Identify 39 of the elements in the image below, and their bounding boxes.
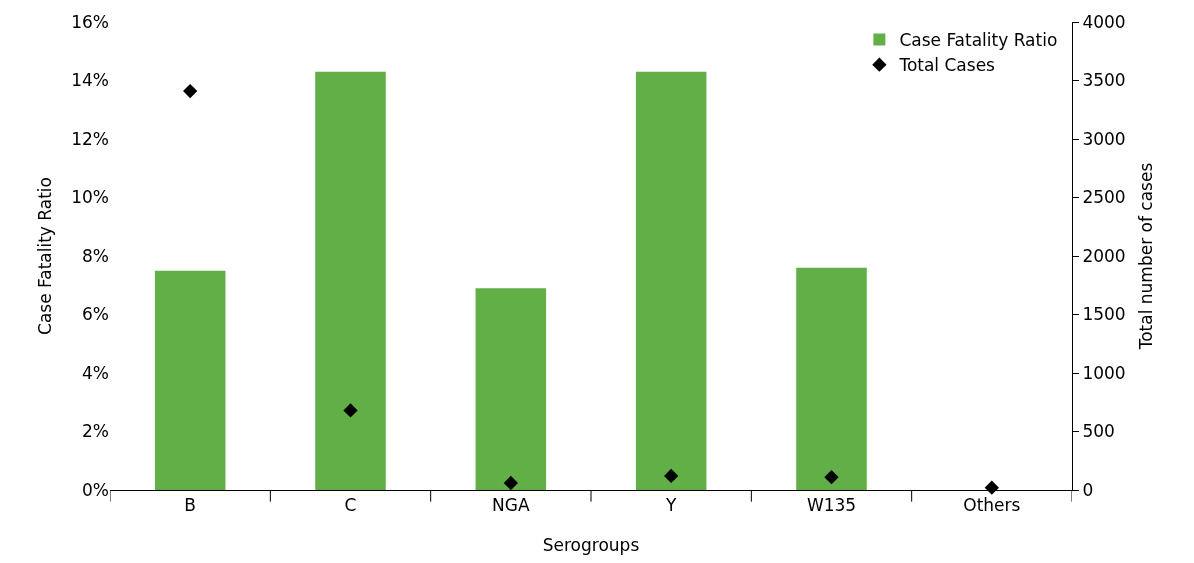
bar [796,267,867,490]
y-tick-label: 16% [71,11,109,32]
y2-axis-title: Total number of cases [1136,162,1157,351]
y2-tick-label: 3500 [1082,70,1126,91]
y-axis-title: Case Fatality Ratio [34,177,55,335]
point [343,403,358,418]
y2-tick-label: 3000 [1082,128,1126,149]
point [824,469,839,485]
y-tick-label: 12% [71,128,109,149]
point [503,475,518,491]
x-tick-label: NGA [492,495,530,516]
bar [315,71,386,490]
x-tick-label: B [184,495,197,516]
y-tick-label: 10% [71,187,109,208]
y-tick-label: 4% [82,362,109,383]
x-tick-label: C [344,495,357,516]
x-tick-label: Others [963,495,1021,516]
x-tick-label: W135 [806,495,857,516]
legend-label: Case Fatality Ratio [899,30,1058,51]
bar [154,270,226,490]
y2-tick-label: 1000 [1082,362,1126,383]
legend-label: Total Cases [898,55,996,76]
y2-tick-label: 2500 [1082,187,1126,208]
y2-tick-label: 2000 [1082,245,1126,266]
y2-tick-label: 500 [1082,421,1115,442]
y-tick-label: 2% [82,421,109,442]
x-axis-title: Serogroups [542,534,640,555]
bar [635,71,707,490]
y-tick-label: 6% [82,304,109,325]
y-tick-label: 0% [82,479,109,500]
y2-tick-label: 0 [1082,479,1094,500]
bar [475,288,547,490]
y-tick-label: 8% [82,245,109,266]
y2-tick-label: 1500 [1082,304,1126,325]
point [183,83,198,99]
y2-tick-label: 4000 [1082,11,1126,32]
y-tick-label: 14% [71,70,109,91]
x-tick-label: Y [664,495,677,516]
point [664,468,679,484]
